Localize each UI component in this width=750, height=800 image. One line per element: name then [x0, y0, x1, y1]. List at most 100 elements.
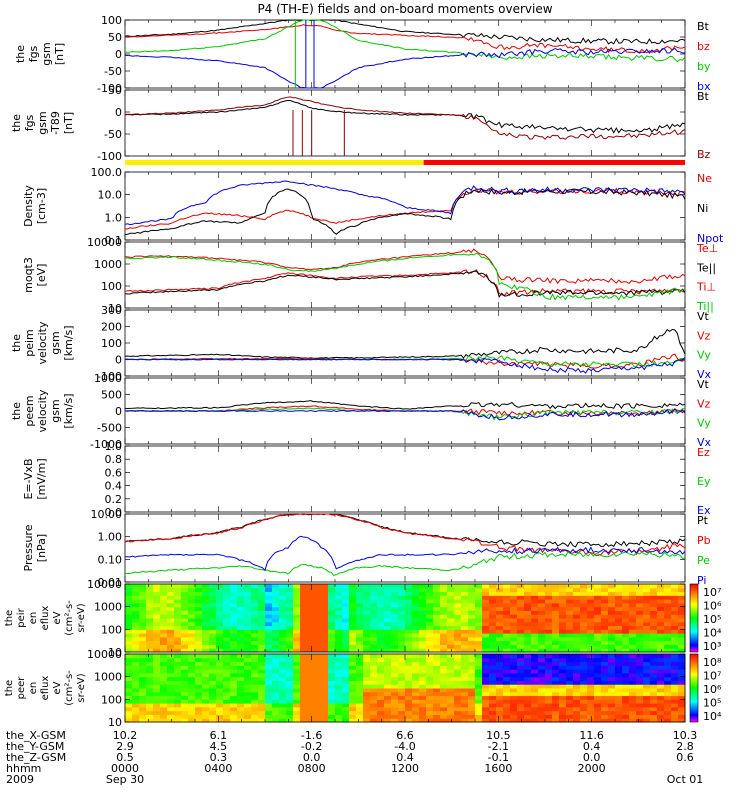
- spectrogram-cell: [195, 654, 203, 659]
- spectrogram-cell: [678, 661, 686, 666]
- spectrogram-cell: [650, 688, 658, 693]
- spectrogram-cell: [531, 648, 539, 653]
- spectrogram-cell: [531, 691, 539, 697]
- spectrogram-cell: [286, 618, 294, 623]
- spectrogram-cell: [664, 661, 672, 666]
- spectrogram-cell: [237, 714, 245, 719]
- spectrogram-cell: [608, 602, 616, 608]
- spectrogram-cell: [251, 665, 259, 670]
- series-Ne: [125, 187, 686, 230]
- spectrogram-cell: [139, 595, 147, 600]
- spectrogram-cell: [503, 629, 511, 634]
- spectrogram-cell: [622, 695, 630, 700]
- spectrogram-cell: [216, 688, 224, 693]
- spectrogram-cell: [174, 688, 182, 693]
- spectrogram-cell: [349, 676, 357, 681]
- spectrogram-cell: [503, 644, 511, 649]
- spectrogram-cell: [671, 591, 679, 596]
- spectrogram-cell: [181, 657, 189, 663]
- spectrogram-cell: [279, 706, 287, 712]
- spectrogram-cell: [426, 595, 434, 600]
- spectrogram-cell: [300, 587, 308, 593]
- spectrogram-cell: [566, 672, 574, 678]
- spectrogram-cell: [160, 606, 168, 611]
- spectrogram-cell: [538, 672, 546, 678]
- spectrogram-cell: [167, 640, 175, 645]
- spectrogram-cell: [566, 676, 574, 681]
- spectrogram-cell: [594, 591, 602, 596]
- spectrogram-cell: [181, 648, 189, 653]
- spectrogram-cell: [195, 669, 203, 674]
- spectrogram-cell: [650, 584, 658, 589]
- spectrogram-cell: [566, 599, 574, 604]
- spectrogram-cell: [671, 714, 679, 719]
- spectrogram-cell: [433, 684, 441, 689]
- spectrogram-cell: [545, 614, 553, 619]
- spectrogram-cell: [552, 703, 560, 708]
- spectrogram-cell: [209, 718, 217, 723]
- y-axis-label: the: [10, 402, 23, 420]
- spectrogram-cell: [405, 591, 413, 596]
- spectrogram-cell: [251, 587, 259, 593]
- spectrogram-cell: [552, 669, 560, 674]
- spectrogram-cell: [440, 680, 448, 685]
- spectrogram-cell: [489, 602, 497, 608]
- spectrogram-cell: [251, 676, 259, 681]
- spectrogram-cell: [426, 695, 434, 700]
- spectrogram-cell: [622, 680, 630, 685]
- spectrogram-cell: [405, 706, 413, 712]
- spectrogram-cell: [167, 695, 175, 700]
- spectrogram-cell: [293, 688, 301, 693]
- spectrogram-cell: [181, 644, 189, 649]
- spectrogram-cell: [314, 706, 322, 712]
- spectrogram-cell: [496, 699, 504, 704]
- panel-frame: [124, 445, 686, 513]
- spectrogram-cell: [489, 629, 497, 634]
- spectrogram-cell: [174, 648, 182, 653]
- y-axis-label: eV: [52, 611, 63, 624]
- spectrogram-cell: [398, 691, 406, 697]
- spectrogram-cell: [300, 718, 308, 723]
- spectrogram-cell: [146, 695, 154, 700]
- spectrogram-cell: [405, 676, 413, 681]
- spectrogram-cell: [132, 633, 140, 638]
- spectrogram-cell: [391, 706, 399, 712]
- spectrogram-cell: [307, 610, 315, 615]
- spectrogram-cell: [153, 684, 161, 689]
- spectrogram-cell: [167, 587, 175, 593]
- spectrogram-cell: [167, 661, 175, 666]
- spectrogram-cell: [678, 584, 686, 589]
- spectrogram-cell: [335, 621, 343, 627]
- colorbar-label: 10⁶: [703, 600, 722, 613]
- spectrogram-cell: [657, 714, 665, 719]
- spectrogram-cell: [468, 587, 476, 593]
- tick-label: 10.00: [91, 508, 123, 521]
- spectrogram-cell: [349, 718, 357, 723]
- spectrogram-cell: [524, 654, 532, 659]
- spectrogram-cell: [258, 602, 266, 608]
- spectrogram-cell: [125, 606, 133, 611]
- spectrogram-cell: [636, 602, 644, 608]
- spectrogram-cell: [342, 718, 350, 723]
- spectrogram-cell: [328, 680, 336, 685]
- spectrogram-cell: [664, 699, 672, 704]
- spectrogram-cell: [545, 599, 553, 604]
- spectrogram-cell: [265, 595, 273, 600]
- spectrogram-cell: [377, 610, 385, 615]
- spectrogram-cell: [412, 714, 420, 719]
- spectrogram-cell: [356, 695, 364, 700]
- spectrogram-cell: [496, 661, 504, 666]
- spectrogram-cell: [629, 665, 637, 670]
- spectrogram-cell: [202, 614, 210, 619]
- spectrogram-cell: [335, 718, 343, 723]
- spectrogram-cell: [335, 688, 343, 693]
- spectrogram-cell: [524, 706, 532, 712]
- spectrogram-cell: [566, 657, 574, 663]
- spectrogram-cell: [223, 625, 231, 630]
- spectrogram-cell: [125, 680, 133, 685]
- spectrogram-cell: [552, 648, 560, 653]
- spectrogram-cell: [531, 621, 539, 627]
- spectrogram-cell: [594, 661, 602, 666]
- spectrogram-cell: [538, 591, 546, 596]
